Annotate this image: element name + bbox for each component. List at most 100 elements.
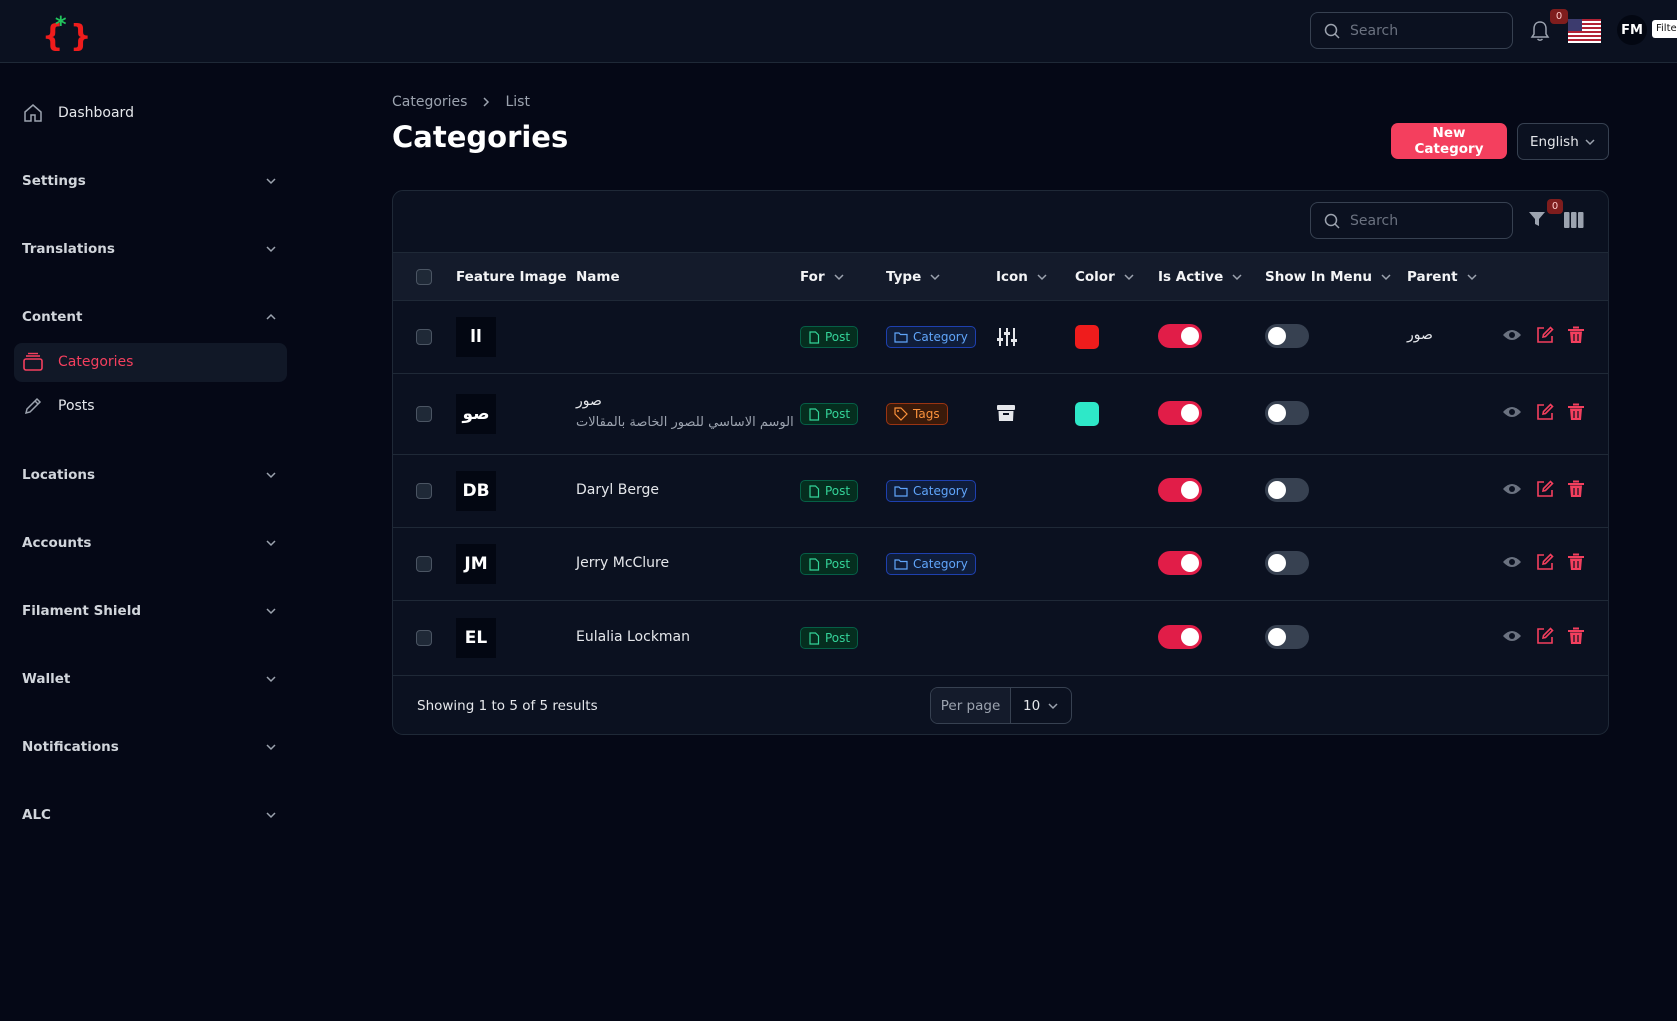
table-search-input[interactable] [1348,211,1502,230]
sidebar-group-content[interactable]: Content [22,305,277,329]
is-active-toggle[interactable] [1158,551,1202,575]
sidebar-group-filament-shield[interactable]: Filament Shield [22,599,277,623]
rectangle-stack-icon [23,352,43,371]
column-header-type[interactable]: Type [886,253,941,300]
bell-icon[interactable] [1530,20,1550,42]
sidebar-group-wallet[interactable]: Wallet [22,667,277,691]
table-row[interactable]: JM Jerry McClure Post Category [393,528,1608,601]
per-page-select[interactable]: Per page 10 [930,687,1072,724]
row-checkbox[interactable] [416,630,432,646]
sidebar-group-settings[interactable]: Settings [22,169,277,193]
table-row[interactable]: DB Daryl Berge Post Category [393,455,1608,528]
filter-tag[interactable]: Filte [1652,20,1677,38]
global-search-input[interactable] [1348,21,1502,40]
table-row[interactable]: EL Eulalia Lockman Post [393,601,1608,676]
columns-icon[interactable] [1564,212,1584,228]
show-in-menu-toggle[interactable] [1265,324,1309,348]
edit-icon[interactable] [1536,480,1554,498]
row-checkbox[interactable] [416,483,432,499]
filter-count-badge: 0 [1547,199,1563,214]
trash-icon[interactable] [1568,627,1584,645]
chevron-up-icon [266,313,276,320]
breadcrumb-categories-link[interactable]: Categories [392,94,468,110]
chevron-down-icon [834,273,844,280]
parent-value: صور [1407,327,1433,343]
edit-icon[interactable] [1536,326,1554,344]
column-header-icon[interactable]: Icon [996,253,1048,300]
edit-icon[interactable] [1536,627,1554,645]
eye-icon[interactable] [1502,554,1522,570]
column-header-parent[interactable]: Parent [1407,253,1478,300]
svg-text:{: { [42,19,63,54]
document-icon [809,557,820,571]
show-in-menu-toggle[interactable] [1265,478,1309,502]
sidebar-group-translations[interactable]: Translations [22,237,277,261]
show-in-menu-toggle[interactable] [1265,625,1309,649]
new-category-button[interactable]: New Category [1391,123,1507,159]
row-checkbox[interactable] [416,406,432,422]
per-page-value[interactable]: 10 [1011,688,1071,723]
show-in-menu-toggle[interactable] [1265,401,1309,425]
table-search[interactable] [1310,202,1513,239]
trash-icon[interactable] [1568,403,1584,421]
chevron-down-icon [266,812,276,819]
sidebar-group-notifications[interactable]: Notifications [22,735,277,759]
trash-icon[interactable] [1568,480,1584,498]
is-active-toggle[interactable] [1158,401,1202,425]
color-swatch [1075,325,1099,349]
sidebar-group-label: Translations [22,241,115,257]
svg-text:}: } [70,19,88,54]
sidebar-item-label: Dashboard [58,105,134,121]
chevron-down-icon [266,540,276,547]
eye-icon[interactable] [1502,404,1522,420]
edit-icon[interactable] [1536,553,1554,571]
is-active-toggle[interactable] [1158,324,1202,348]
column-header-for[interactable]: For [800,253,845,300]
sidebar-group-label: Content [22,309,83,325]
sidebar-item-dashboard[interactable]: Dashboard [22,101,134,125]
chevron-down-icon [1467,273,1477,280]
chevron-down-icon [1232,273,1242,280]
filter-icon[interactable] [1528,210,1546,228]
eye-icon[interactable] [1502,628,1522,644]
table-row[interactable]: ll Post Category صور [393,301,1608,374]
chevron-down-icon [1048,702,1058,709]
user-avatar[interactable]: FM [1617,15,1647,45]
us-flag-icon[interactable] [1568,19,1601,43]
edit-icon[interactable] [1536,403,1554,421]
is-active-toggle[interactable] [1158,478,1202,502]
eye-icon[interactable] [1502,327,1522,343]
sidebar-group-accounts[interactable]: Accounts [22,531,277,555]
chevron-right-icon [483,97,490,107]
sidebar-group-alc[interactable]: ALC [22,803,277,827]
sidebar-group-locations[interactable]: Locations [22,463,277,487]
for-badge: Post [800,326,859,348]
chevron-down-icon [1037,273,1047,280]
row-checkbox[interactable] [416,329,432,345]
show-in-menu-toggle[interactable] [1265,551,1309,575]
sidebar-item-posts[interactable]: Posts [22,394,95,418]
global-search[interactable] [1310,12,1513,49]
per-page-label: Per page [931,688,1011,723]
pencil-icon [24,397,42,415]
table-footer: Showing 1 to 5 of 5 results Per page 10 [393,676,1608,734]
column-header-color[interactable]: Color [1075,253,1135,300]
chevron-down-icon [266,472,276,479]
column-header-show-in-menu[interactable]: Show In Menu [1265,253,1392,300]
trash-icon[interactable] [1568,553,1584,571]
select-all-checkbox[interactable] [416,269,432,285]
sidebar: Dashboard Settings Translations Content … [0,63,300,1021]
is-active-toggle[interactable] [1158,625,1202,649]
home-icon [24,104,42,122]
column-header-is-active[interactable]: Is Active [1158,253,1243,300]
brand-logo[interactable]: { } * [40,10,88,54]
language-select[interactable]: English [1517,123,1609,160]
table-row[interactable]: صو صور الوسم الاساسي للصور الخاصة بالمقا… [393,374,1608,455]
sidebar-item-categories[interactable]: Categories [22,350,133,374]
trash-icon[interactable] [1568,326,1584,344]
eye-icon[interactable] [1502,481,1522,497]
folder-icon [894,332,908,343]
tag-icon [894,407,908,421]
row-checkbox[interactable] [416,556,432,572]
sidebar-group-label: Accounts [22,535,92,551]
